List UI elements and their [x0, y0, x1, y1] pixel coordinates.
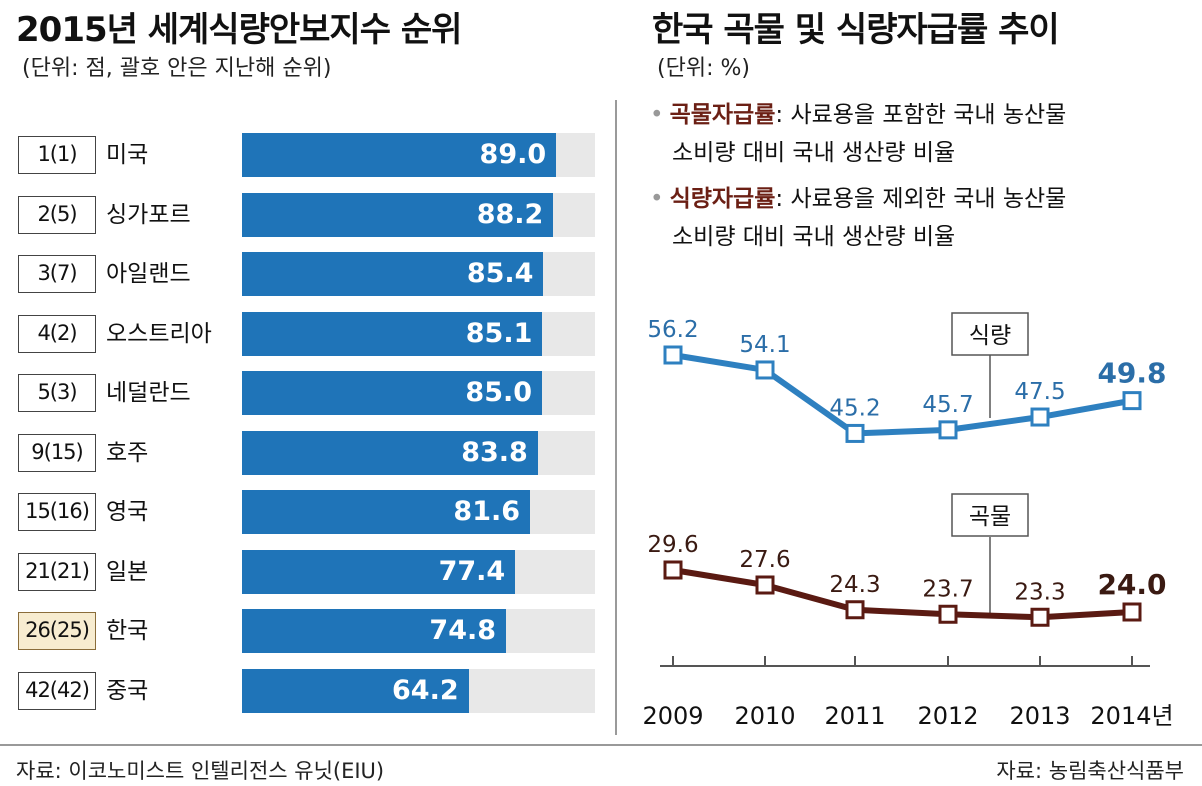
left-chart-title: 2015년 세계식량안보지수 순위 — [16, 10, 462, 50]
data-label: 27.6 — [739, 547, 790, 573]
data-label: 45.7 — [922, 392, 973, 418]
bar-value-label: 88.2 — [476, 198, 544, 230]
series-label-box — [951, 312, 1029, 356]
right-chart-unit: (단위: %) — [657, 56, 750, 81]
bottom-rule — [0, 744, 1202, 746]
legend-term: 식량자급률 — [669, 186, 776, 212]
data-point — [755, 360, 775, 380]
data-point — [938, 604, 958, 624]
data-point — [663, 560, 683, 580]
data-point — [845, 423, 865, 443]
bar-value-label: 64.2 — [392, 674, 459, 706]
series-line — [672, 352, 1133, 437]
rank-box: 42(42) — [18, 671, 96, 710]
rank-box: 9(15) — [18, 433, 96, 472]
data-point — [845, 600, 865, 620]
data-label: 49.8 — [1097, 357, 1166, 390]
data-point — [663, 345, 683, 365]
bar-value-label: 83.8 — [461, 436, 528, 468]
bar — [242, 430, 538, 475]
left-source: 자료: 이코노미스트 인텔리전스 유닛(EIU) — [16, 759, 385, 783]
legend-term: 곡물자급률 — [669, 102, 776, 128]
data-label: 54.1 — [739, 332, 790, 358]
legend-desc: : 사료용을 포함한 국내 농산물 — [775, 102, 1067, 128]
bar — [242, 549, 516, 594]
series-label-box — [951, 493, 1029, 537]
country-label: 네덜란드 — [106, 380, 191, 406]
right-source: 자료: 농림축산식품부 — [996, 759, 1184, 783]
country-label: 아일랜드 — [106, 261, 191, 287]
rank-box: 5(3) — [18, 374, 96, 412]
data-point — [1030, 407, 1050, 427]
rank-box: 26(25) — [18, 612, 96, 650]
bar — [242, 668, 469, 713]
bar — [242, 311, 543, 356]
rank-box: 1(1) — [18, 136, 96, 174]
country-label: 싱가포르 — [106, 201, 191, 228]
legend-desc-line2: 소비량 대비 국내 생산량 비율 — [672, 140, 956, 166]
data-label: 45.2 — [829, 395, 880, 421]
bar-value-label: 77.4 — [438, 555, 506, 587]
bar-value-label: 74.8 — [429, 615, 497, 646]
data-label: 24.3 — [829, 572, 880, 598]
legend-food: • 식량자급률: 사료용을 제외한 국내 농산물 소비량 대비 국내 생산량 비율 — [650, 180, 1066, 256]
bar-value-label: 85.4 — [466, 258, 534, 289]
bar — [242, 252, 544, 296]
bar-value-label: 81.6 — [453, 496, 521, 527]
country-label: 미국 — [106, 142, 149, 168]
x-tick-label: 2010 — [734, 702, 795, 730]
data-point — [938, 420, 958, 440]
bar — [242, 192, 554, 237]
bullet-icon: • — [650, 102, 664, 128]
country-label: 오스트리아 — [106, 320, 212, 347]
country-label: 호주 — [106, 439, 149, 466]
rank-box: 15(16) — [18, 493, 96, 531]
series-line — [672, 567, 1133, 621]
data-point — [1122, 602, 1142, 622]
rank-box: 21(21) — [18, 552, 96, 591]
left-chart-unit: (단위: 점, 괄호 안은 지난해 순위) — [22, 56, 332, 81]
bar — [242, 609, 507, 653]
panel-divider — [615, 100, 617, 735]
bar-value-label: 85.1 — [465, 317, 533, 349]
x-tick-label: 2012 — [917, 702, 978, 730]
x-tick-label: 2011 — [824, 702, 885, 730]
data-label: 56.2 — [647, 317, 698, 343]
x-tick-label: 2009 — [642, 702, 703, 730]
data-label: 24.0 — [1097, 568, 1166, 601]
country-label: 중국 — [106, 677, 149, 704]
country-label: 일본 — [106, 558, 149, 585]
bar-value-label: 85.0 — [465, 377, 533, 408]
rank-box: 4(2) — [18, 314, 96, 353]
bar — [242, 133, 557, 177]
country-label: 영국 — [106, 499, 149, 525]
data-label: 23.7 — [922, 576, 973, 602]
data-label: 29.6 — [647, 532, 698, 558]
bar — [242, 371, 543, 415]
bullet-icon: • — [650, 186, 664, 212]
right-chart-title: 한국 곡물 및 식량자급률 추이 — [652, 10, 1060, 50]
data-label: 47.5 — [1014, 379, 1065, 405]
rank-box: 2(5) — [18, 195, 96, 234]
x-tick-label: 2014년 — [1090, 702, 1173, 730]
series-name-label: 곡물 — [969, 504, 1011, 530]
x-tick-label: 2013 — [1009, 702, 1070, 730]
data-point — [1122, 391, 1142, 411]
country-label: 한국 — [106, 618, 149, 644]
legend-grain: • 곡물자급률: 사료용을 포함한 국내 농산물 소비량 대비 국내 생산량 비율 — [650, 96, 1066, 172]
series-name-label: 식량 — [969, 323, 1011, 349]
data-point — [755, 575, 775, 595]
bar-value-label: 89.0 — [479, 139, 547, 170]
bar — [242, 490, 531, 534]
data-point — [1030, 607, 1050, 627]
legend-desc: : 사료용을 제외한 국내 농산물 — [775, 186, 1067, 212]
legend-desc-line2: 소비량 대비 국내 생산량 비율 — [672, 224, 956, 250]
data-label: 23.3 — [1014, 579, 1065, 605]
rank-box: 3(7) — [18, 255, 96, 293]
